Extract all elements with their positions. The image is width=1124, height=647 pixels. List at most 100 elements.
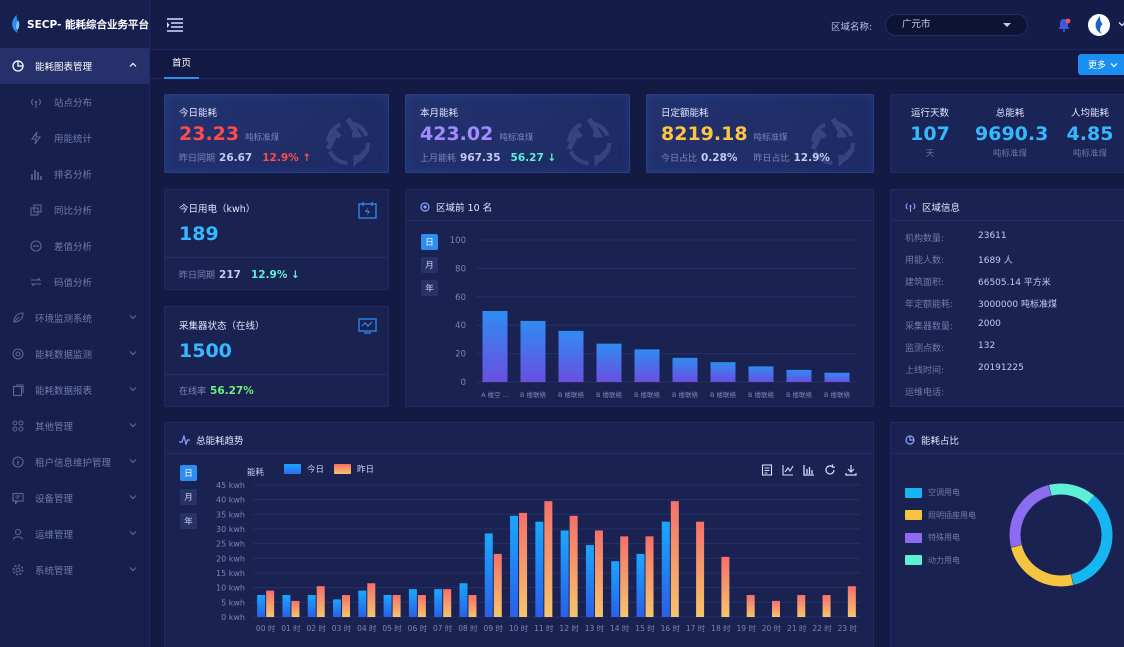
x-tick-label: 04 时 bbox=[357, 623, 377, 633]
region-label: 区域名称: bbox=[831, 22, 873, 33]
bar-today bbox=[585, 545, 594, 617]
chevron-down-icon bbox=[129, 423, 137, 428]
power-foot-value: 217 bbox=[219, 269, 241, 281]
trend-card: 总能耗趋势 日 月 年 能耗 今日 昨日 0 kwh 5 kwh 10 kwh 15 … bbox=[164, 422, 874, 647]
kpi-unit: 吨标准煤 bbox=[245, 133, 280, 143]
sidebar-item-code-value[interactable]: 码值分析 bbox=[0, 264, 149, 300]
top-header: 区域名称: 广元市 bbox=[150, 0, 1124, 50]
sidebar-item-label: 系统管理 bbox=[35, 566, 74, 577]
donut-slice bbox=[1009, 483, 1113, 587]
sidebar-item-device[interactable]: 设备管理 bbox=[0, 480, 149, 516]
sidebar-item-yoy[interactable]: 同比分析 bbox=[0, 192, 149, 228]
bar-yesterday bbox=[468, 595, 477, 617]
sidebar-item-difference[interactable]: 差值分析 bbox=[0, 228, 149, 264]
divider bbox=[165, 257, 388, 258]
top10-bar-chart: 0 20 40 60 80 100 A 楼空 ... B 楼联络 B 楼联络 B 楼联络 B 楼联络… bbox=[450, 236, 856, 399]
period-month-button[interactable]: 月 bbox=[421, 257, 438, 273]
sidebar-item-other[interactable]: 其他管理 bbox=[0, 408, 149, 444]
sidebar-item-operations[interactable]: 运维管理 bbox=[0, 516, 149, 552]
sidebar-item-data-report[interactable]: 能耗数据报表 bbox=[0, 372, 149, 408]
sidebar-item-site-distribution[interactable]: 站点分布 bbox=[0, 84, 149, 120]
kpi-unit: 吨标准煤 bbox=[753, 133, 788, 143]
period-year-button[interactable]: 年 bbox=[180, 513, 197, 529]
info-value: 3000000 吨标准煤 bbox=[978, 300, 1057, 310]
refresh-icon[interactable] bbox=[824, 464, 836, 476]
antenna-icon bbox=[29, 95, 43, 109]
more-button[interactable]: 更多 bbox=[1078, 54, 1124, 75]
caret-down-icon[interactable] bbox=[1118, 20, 1124, 28]
ratio-donut-chart bbox=[1009, 483, 1113, 587]
legend-label: 特殊用电 bbox=[928, 533, 960, 542]
sidebar-item-ranking[interactable]: 排名分析 bbox=[0, 156, 149, 192]
period-month-button[interactable]: 月 bbox=[180, 489, 197, 505]
bar-today bbox=[636, 553, 645, 617]
bar-chart-icon[interactable] bbox=[803, 464, 815, 476]
stat-value: 4.85 bbox=[1066, 123, 1114, 145]
info-value: 132 bbox=[978, 341, 996, 351]
sidebar-item-label: 站点分布 bbox=[54, 98, 93, 109]
region-info-header: 区域信息 bbox=[905, 200, 960, 214]
stat-unit: 天 bbox=[925, 149, 935, 159]
sidebar-item-usage-stats[interactable]: 用能统计 bbox=[0, 120, 149, 156]
sidebar-item-tenant[interactable]: 租户信息维护管理 bbox=[0, 444, 149, 480]
copy-icon bbox=[29, 203, 43, 217]
region-select-value: 广元市 bbox=[902, 19, 931, 30]
bar-chart-icon bbox=[29, 167, 43, 181]
stat-title: 人均能耗 bbox=[1070, 108, 1109, 119]
sidebar-item-energy-charts[interactable]: 能耗图表管理 bbox=[0, 48, 149, 84]
pie-chart-icon bbox=[905, 435, 915, 445]
info-label: 建筑面积: bbox=[905, 278, 945, 288]
data-view-icon[interactable] bbox=[761, 464, 773, 476]
y-tick-label: 35 kwh bbox=[216, 510, 245, 519]
bar-today bbox=[282, 595, 291, 617]
kpi-change: 12.9% ↑ bbox=[262, 152, 312, 164]
line-chart-icon[interactable] bbox=[782, 464, 794, 476]
collector-value: 1500 bbox=[179, 340, 232, 362]
sidebar-item-label: 差值分析 bbox=[54, 242, 93, 253]
region-select[interactable]: 广元市 bbox=[885, 14, 1028, 36]
region-info-title: 区域信息 bbox=[922, 203, 961, 214]
bar-yesterday bbox=[493, 553, 502, 617]
avatar-flame-icon bbox=[1095, 16, 1103, 34]
user-avatar[interactable] bbox=[1088, 14, 1110, 36]
x-tick-label: 03 时 bbox=[332, 623, 352, 633]
sidebar-item-label: 运维管理 bbox=[35, 530, 74, 541]
bar-yesterday bbox=[645, 536, 654, 617]
kpi-value: 23.23 吨标准煤 bbox=[179, 123, 279, 145]
x-tick-label: 13 时 bbox=[585, 623, 605, 633]
ratio-legend: 空调用电 照明插座用电 特殊用电 动力用电 bbox=[905, 482, 976, 572]
trend-y-label: 能耗 bbox=[247, 468, 265, 478]
gauge-icon bbox=[11, 347, 25, 361]
bar-yesterday bbox=[746, 595, 755, 617]
tab-home[interactable]: 首页 bbox=[164, 50, 200, 79]
period-day-button[interactable]: 日 bbox=[421, 234, 438, 250]
x-tick-label: A 楼空 ... bbox=[481, 390, 509, 399]
info-label: 运维电话: bbox=[905, 388, 945, 398]
info-row-area: 建筑面积: 66505.14 平方米 bbox=[905, 275, 1051, 288]
kpi-change: 56.27 ↓ bbox=[510, 152, 557, 164]
y-tick-label: 60 bbox=[455, 293, 466, 303]
bar-yesterday bbox=[266, 590, 275, 617]
kpi-today-energy: 今日能耗 23.23 吨标准煤 昨日同期 26.67 12.9% ↑ bbox=[164, 94, 389, 173]
bar-yesterday bbox=[291, 600, 300, 617]
sidebar-item-environment[interactable]: 环境监测系统 bbox=[0, 300, 149, 336]
kpi-foot-value: 0.28% bbox=[701, 152, 738, 164]
download-icon[interactable] bbox=[845, 464, 857, 476]
sidebar-item-system[interactable]: 系统管理 bbox=[0, 552, 149, 588]
app-logo[interactable]: SECP- 能耗综合业务平台 bbox=[0, 0, 149, 48]
x-tick-label: 11 时 bbox=[534, 623, 554, 633]
trend-legend: 今日 昨日 bbox=[284, 463, 374, 475]
x-tick-label: B 楼联络 bbox=[596, 390, 623, 399]
period-day-button[interactable]: 日 bbox=[180, 465, 197, 481]
power-title: 今日用电（kwh） bbox=[179, 204, 256, 215]
sidebar-item-data-monitor[interactable]: 能耗数据监测 bbox=[0, 336, 149, 372]
legend-swatch bbox=[905, 487, 922, 498]
period-year-button[interactable]: 年 bbox=[421, 280, 438, 296]
bell-icon[interactable] bbox=[1057, 18, 1071, 32]
y-tick-label: 20 bbox=[455, 350, 466, 360]
x-tick-label: 17 时 bbox=[686, 623, 706, 633]
y-tick-label: 45 kwh bbox=[216, 481, 245, 490]
x-tick-label: B 楼联络 bbox=[786, 390, 813, 399]
menu-toggle-icon[interactable] bbox=[167, 18, 183, 32]
bar-yesterday bbox=[771, 600, 780, 617]
